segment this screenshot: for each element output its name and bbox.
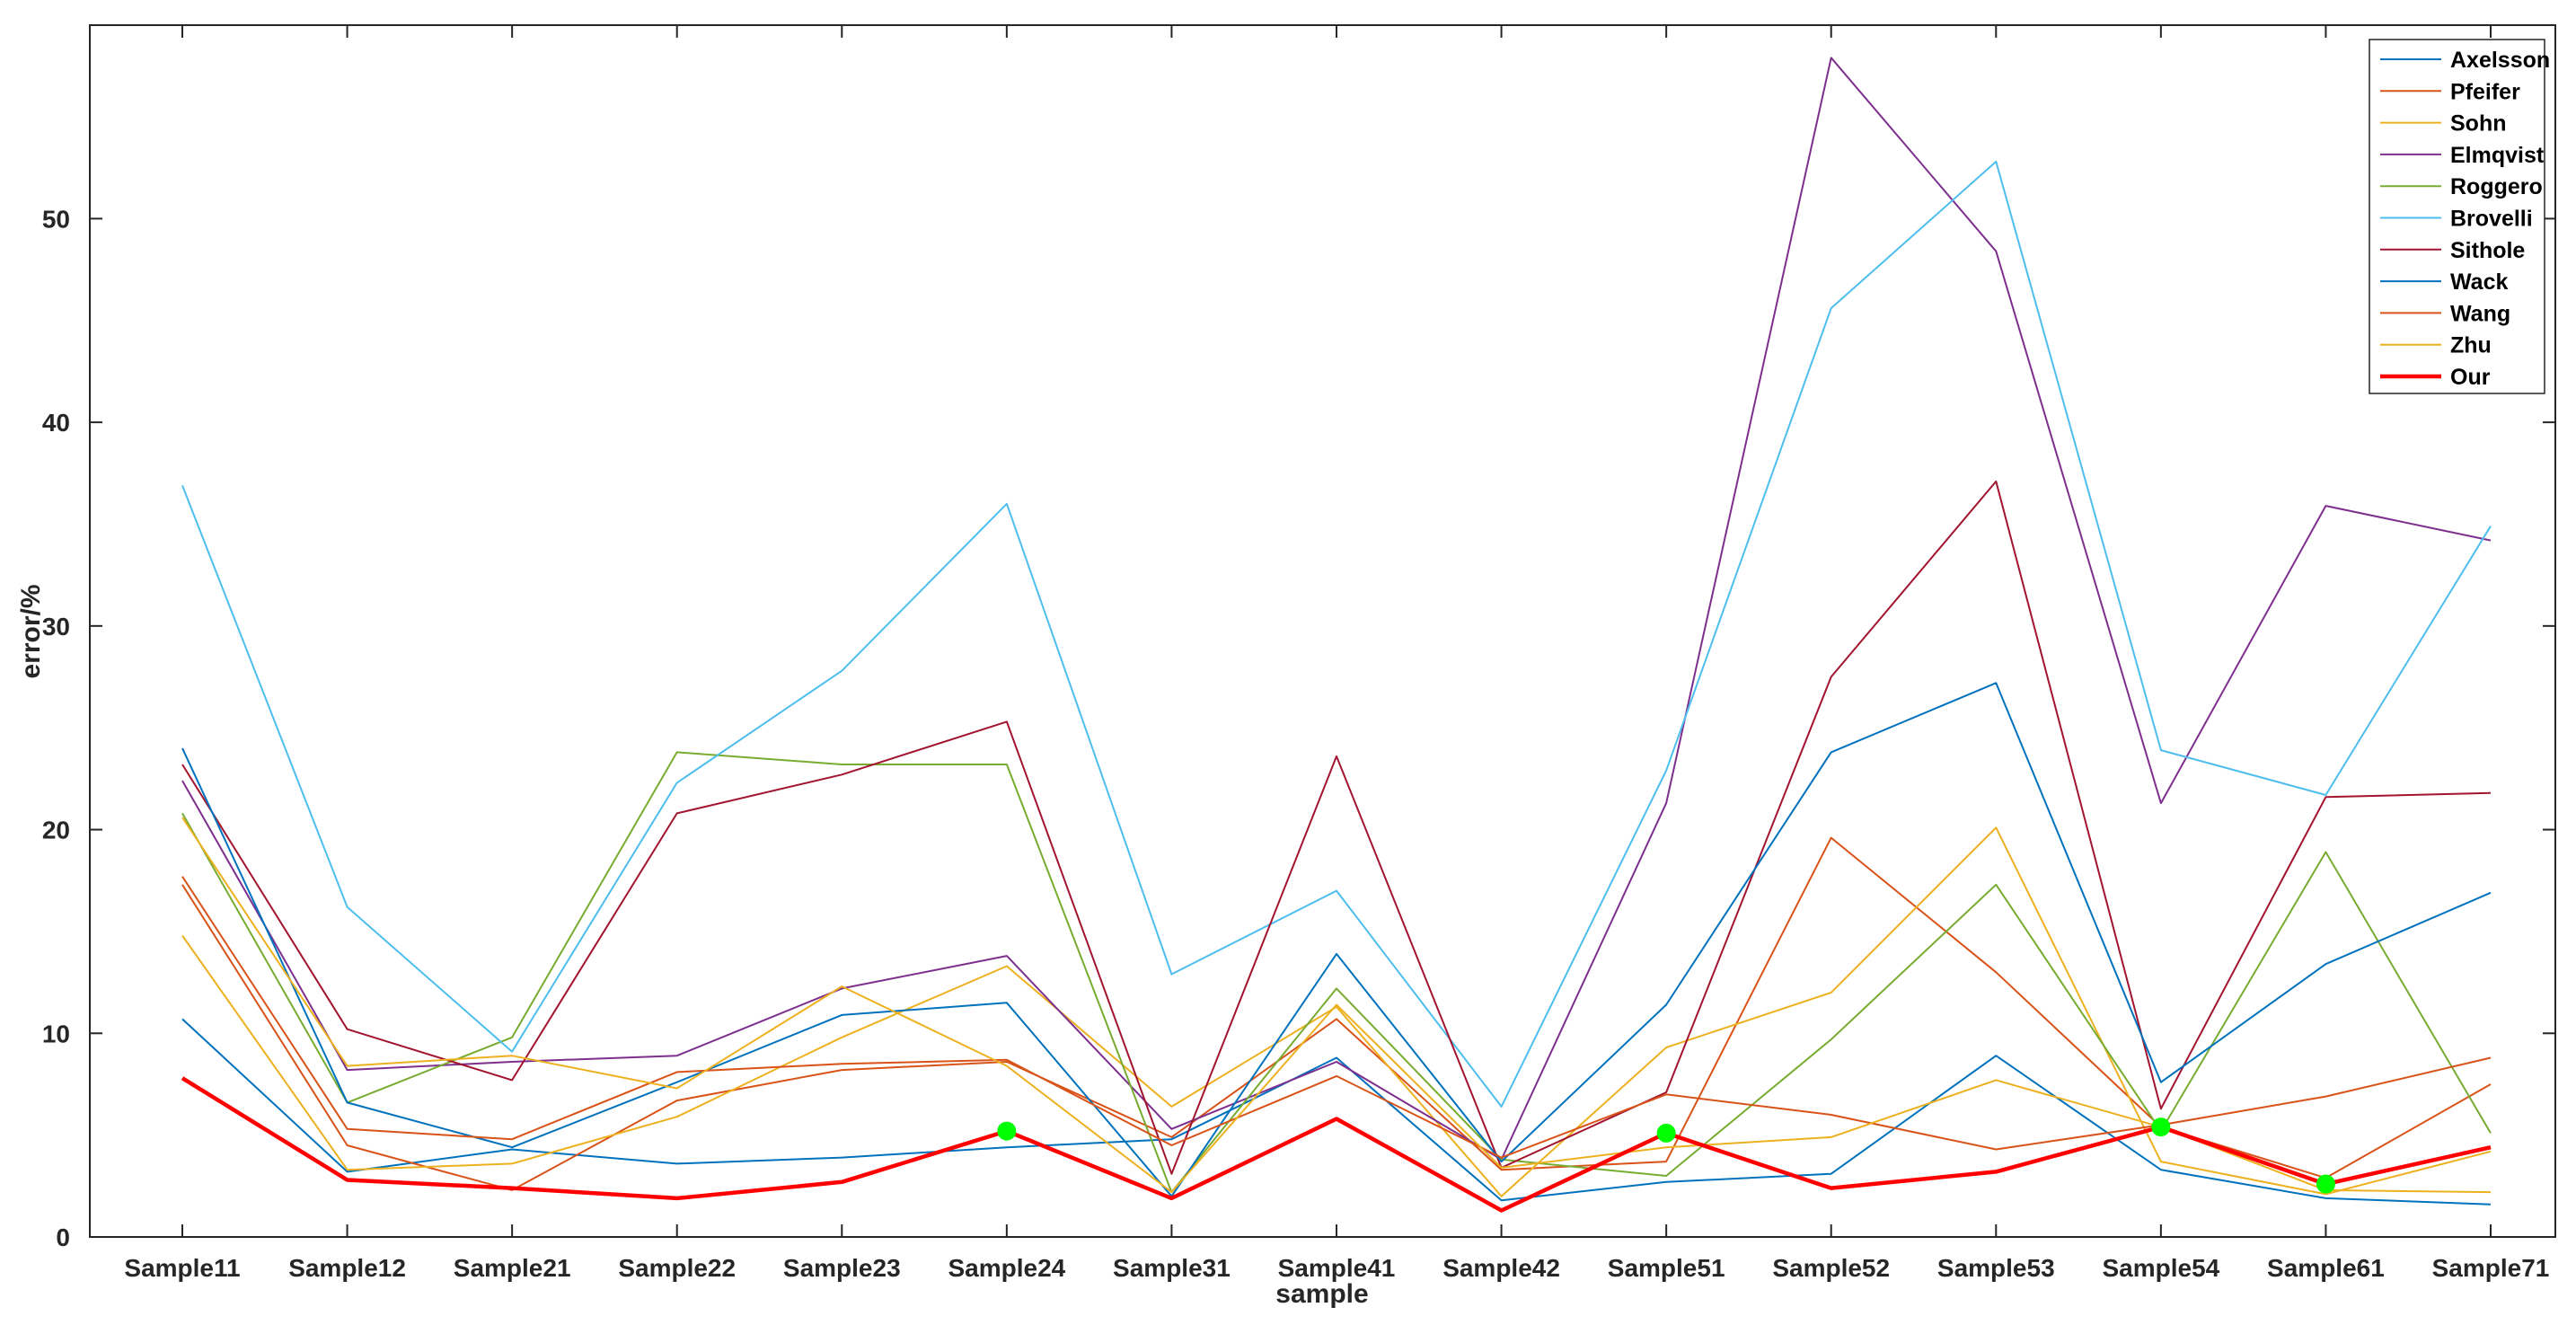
highlight-marker	[2316, 1174, 2335, 1194]
plot-area	[89, 24, 2556, 1238]
series-line-sithole	[181, 480, 2492, 1175]
x-tick-label: Sample51	[1608, 1254, 1725, 1282]
highlight-marker	[1656, 1123, 1676, 1143]
legend-label: Wack	[2450, 269, 2508, 295]
y-tick-label: 10	[42, 1020, 70, 1047]
series-line-axelsson	[181, 1018, 2492, 1206]
x-tick-label: Sample31	[1113, 1254, 1231, 1282]
y-tick-label: 20	[42, 817, 70, 844]
series-line-brovelli	[181, 160, 2492, 1108]
series-lines	[181, 57, 2492, 1213]
series-line-zhu	[181, 817, 2492, 1194]
x-tick-label: Sample11	[124, 1254, 240, 1282]
x-axis-ticks: Sample11 Sample12 Sample21 Sample22 Sample23…	[124, 25, 2549, 1282]
x-tick-label: Sample71	[2432, 1254, 2550, 1282]
legend-label: Zhu	[2450, 333, 2492, 358]
x-tick-label: Sample23	[783, 1254, 901, 1282]
legend-label: Brovelli	[2450, 207, 2533, 232]
highlight-marker	[2151, 1117, 2171, 1137]
legend-label: Axelsson	[2450, 48, 2550, 73]
x-tick-label: Sample41	[1278, 1254, 1396, 1282]
y-tick-label: 0	[56, 1223, 70, 1251]
y-axis-ticks: 0 10 20 30 40 50	[42, 205, 2555, 1251]
x-tick-label: Sample21	[454, 1254, 571, 1282]
series-line-our	[181, 1076, 2492, 1213]
legend-box	[2369, 39, 2545, 394]
series-line-wang	[181, 876, 2492, 1159]
legend-label: Roggero	[2450, 174, 2543, 199]
series-line-wack	[181, 682, 2492, 1197]
highlight-markers	[997, 1117, 2335, 1194]
x-tick-label: Sample12	[288, 1254, 406, 1282]
y-axis-label: error/%	[16, 584, 46, 678]
x-tick-label: Sample24	[948, 1254, 1065, 1282]
legend-label: Sohn	[2450, 111, 2507, 137]
series-line-pfeifer	[181, 836, 2492, 1191]
legend-label: Our	[2450, 365, 2491, 390]
y-tick-label: 50	[42, 205, 70, 233]
x-tick-label: Sample54	[2102, 1254, 2219, 1282]
series-line-elmqvist	[181, 57, 2492, 1161]
x-tick-label: Sample52	[1772, 1254, 1890, 1282]
legend-label: Pfeifer	[2450, 79, 2520, 104]
x-tick-label: Sample22	[618, 1254, 736, 1282]
x-tick-label: Sample61	[2267, 1254, 2385, 1282]
highlight-marker	[997, 1121, 1017, 1141]
series-line-roggero	[181, 751, 2492, 1194]
legend: Axelsson Pfeifer Sohn Elmqvist Roggero Brovel…	[2369, 39, 2550, 394]
x-tick-label: Sample42	[1442, 1254, 1560, 1282]
x-axis-label: sample	[1275, 1279, 1368, 1309]
y-tick-label: 30	[42, 613, 70, 640]
legend-label: Wang	[2450, 301, 2510, 326]
y-tick-label: 40	[42, 409, 70, 437]
x-tick-label: Sample53	[1937, 1254, 2055, 1282]
legend-label: Sithole	[2450, 238, 2525, 263]
legend-label: Elmqvist	[2450, 143, 2545, 168]
